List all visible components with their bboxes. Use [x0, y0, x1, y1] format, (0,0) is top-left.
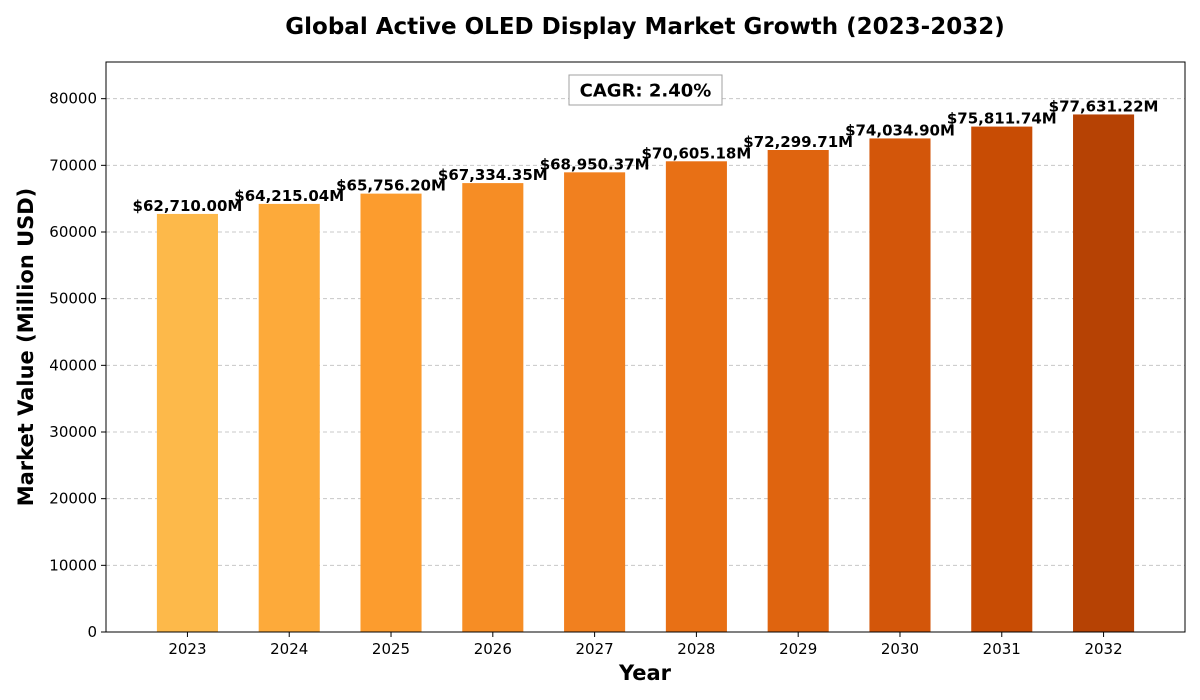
chart-title: Global Active OLED Display Market Growth…: [285, 14, 1004, 40]
y-tick-label: 40000: [49, 356, 97, 374]
x-axis-label: Year: [618, 661, 672, 685]
y-axis-label: Market Value (Million USD): [14, 188, 38, 507]
y-tick-label: 30000: [49, 423, 97, 441]
y-tick-label: 70000: [49, 156, 97, 174]
bar-value-label: $65,756.20M: [336, 177, 446, 195]
y-axis-ticks: 0 10000 20000 30000 40000 50000 60000 70000 8000…: [49, 90, 106, 641]
cagr-label: CAGR: 2.40%: [580, 81, 712, 102]
bar-value-label: $74,034.90M: [845, 121, 955, 139]
bar-value-label: $68,950.37M: [540, 155, 650, 173]
y-tick-label: 0: [87, 623, 97, 641]
x-axis-ticks: 2023 2024 2025 2026 2027 2028 2029 2030 2031 2032: [168, 632, 1123, 658]
y-tick-label: 50000: [49, 290, 97, 308]
bar-value-label: $75,811.74M: [947, 110, 1057, 128]
bar-value-label: $64,215.04M: [234, 187, 344, 205]
bar: [665, 161, 727, 632]
x-tick-label: 2032: [1084, 640, 1122, 658]
x-tick-label: 2024: [270, 640, 308, 658]
bar-value-label: $72,299.71M: [743, 133, 853, 151]
x-tick-label: 2027: [576, 640, 614, 658]
bar: [156, 213, 218, 632]
x-tick-label: 2025: [372, 640, 410, 658]
bar: [767, 150, 829, 632]
x-tick-label: 2023: [168, 640, 206, 658]
y-tick-label: 80000: [49, 90, 97, 108]
plot-frame: [105, 61, 1186, 633]
bar: [869, 138, 931, 632]
bar: [1073, 114, 1135, 632]
x-tick-label: 2028: [677, 640, 715, 658]
bar: [360, 193, 422, 632]
bar-value-label: $62,710.00M: [133, 197, 243, 215]
x-tick-label: 2030: [881, 640, 919, 658]
bar-value-label: $70,605.18M: [641, 144, 751, 162]
bar: [258, 203, 320, 633]
bars: [156, 114, 1135, 633]
data-labels: $62,710.00M$64,215.04M$65,756.20M$67,334…: [133, 97, 1159, 214]
y-tick-label: 20000: [49, 490, 97, 508]
y-tick-label: 10000: [49, 556, 97, 574]
x-tick-label: 2026: [474, 640, 512, 658]
bar: [971, 126, 1033, 632]
bar: [462, 183, 524, 632]
y-tick-label: 60000: [49, 223, 97, 241]
bar-value-label: $67,334.35M: [438, 166, 548, 184]
x-tick-label: 2029: [779, 640, 817, 658]
bar-value-label: $77,631.22M: [1049, 97, 1159, 115]
bar: [564, 172, 626, 632]
cagr-annotation: CAGR: 2.40%: [568, 74, 723, 106]
cagr-box: [568, 74, 723, 106]
x-tick-label: 2031: [983, 640, 1021, 658]
